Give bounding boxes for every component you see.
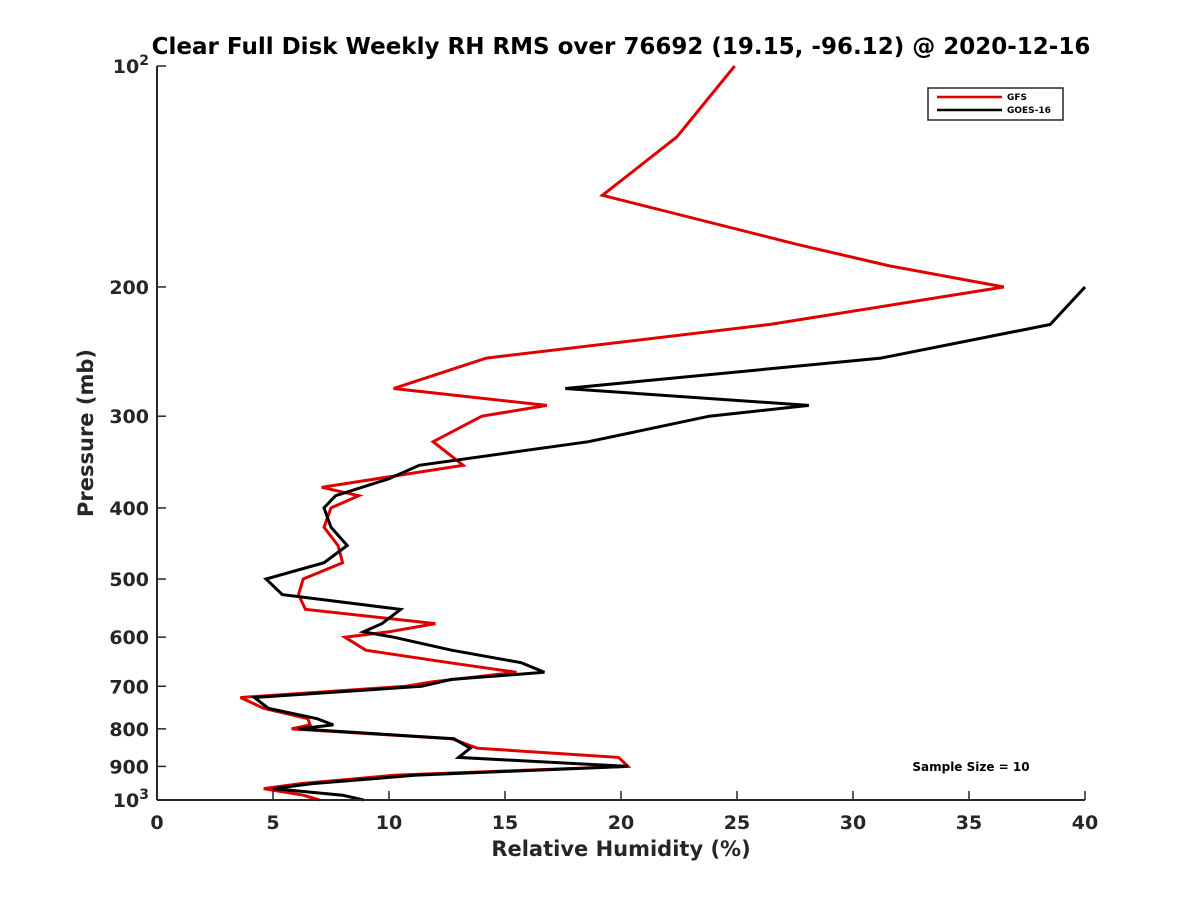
y-tick-label: 800 <box>109 719 149 741</box>
y-tick-label: 200 <box>109 277 149 299</box>
y-tick-label: 700 <box>109 676 149 698</box>
y-tick-label: 102 <box>113 53 149 78</box>
legend-label-gfs: GFS <box>1007 93 1027 103</box>
series-line-gfs <box>239 65 1005 802</box>
x-tick-label: 5 <box>266 812 279 834</box>
y-tick-label: 600 <box>109 627 149 649</box>
axes-layer: 0 5 10 15 20 25 30 35 40 102 200 300 400 500 600 700 800… <box>109 53 1098 834</box>
y-tick-label: 103 <box>113 787 149 812</box>
legend-label-goes16: GOES-16 <box>1007 106 1051 116</box>
series-layer <box>239 65 1087 802</box>
x-tick-label: 30 <box>840 812 866 834</box>
chart-title: Clear Full Disk Weekly RH RMS over 76692… <box>152 34 1091 60</box>
y-tick-label: 500 <box>109 569 149 591</box>
y-tick-label: 900 <box>109 756 149 778</box>
series-line-goes16 <box>250 285 1087 802</box>
y-axis-label: Pressure (mb) <box>74 349 98 517</box>
x-tick-label: 0 <box>150 812 163 834</box>
x-tick-label: 20 <box>608 812 634 834</box>
legend-box <box>927 87 1064 121</box>
sample-size-annotation: Sample Size = 10 <box>912 760 1029 774</box>
x-tick-label: 10 <box>376 812 402 834</box>
x-tick-label: 15 <box>492 812 518 834</box>
x-axis-label: Relative Humidity (%) <box>491 837 750 861</box>
x-tick-label: 25 <box>724 812 750 834</box>
y-tick-label: 400 <box>109 498 149 520</box>
x-tick-label: 35 <box>956 812 982 834</box>
y-tick-label: 300 <box>109 406 149 428</box>
legend: GFS GOES-16 <box>927 87 1064 121</box>
x-tick-label: 40 <box>1072 812 1098 834</box>
